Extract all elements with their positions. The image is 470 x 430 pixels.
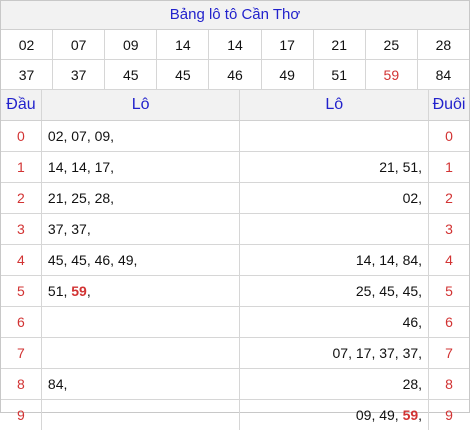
lo-left-cell: 02, 07, 09, xyxy=(41,121,240,152)
lo-left-cell: 45, 45, 46, 49, xyxy=(41,245,240,276)
number-cell: 37 xyxy=(53,60,105,90)
number-cell: 45 xyxy=(157,60,209,90)
lo-left-cell: 37, 37, xyxy=(41,214,240,245)
duoi-cell: 9 xyxy=(429,400,469,430)
number-cell: 25 xyxy=(365,30,417,60)
loto-header-row: Đầu Lô Lô Đuôi xyxy=(1,90,469,121)
lo-right-cell: 02, xyxy=(240,183,429,214)
dau-cell: 1 xyxy=(1,152,41,183)
lo-right-cell: 25, 45, 45, xyxy=(240,276,429,307)
lo-right-cell xyxy=(240,121,429,152)
number-cell: 28 xyxy=(417,30,469,60)
highlight-number: 59 xyxy=(403,407,419,423)
duoi-cell: 7 xyxy=(429,338,469,369)
header-lo-right: Lô xyxy=(240,90,429,121)
highlight-number: 59 xyxy=(71,283,87,299)
lo-left-cell: 21, 25, 28, xyxy=(41,183,240,214)
duoi-cell: 6 xyxy=(429,307,469,338)
number-cell: 45 xyxy=(105,60,157,90)
lo-left-cell: 51, 59, xyxy=(41,276,240,307)
dau-cell: 0 xyxy=(1,121,41,152)
lo-right-cell: 09, 49, 59, xyxy=(240,400,429,430)
header-lo-left: Lô xyxy=(41,90,240,121)
dau-cell: 3 xyxy=(1,214,41,245)
page-title: Bảng lô tô Cần Thơ xyxy=(1,1,469,30)
number-cell: 21 xyxy=(313,30,365,60)
number-cell: 17 xyxy=(261,30,313,60)
lo-left-cell: 84, xyxy=(41,369,240,400)
dau-cell: 9 xyxy=(1,400,41,430)
number-cell: 14 xyxy=(157,30,209,60)
dau-cell: 4 xyxy=(1,245,41,276)
duoi-cell: 1 xyxy=(429,152,469,183)
dau-cell: 2 xyxy=(1,183,41,214)
dau-cell: 5 xyxy=(1,276,41,307)
lo-left-cell xyxy=(41,400,240,430)
lo-left-cell xyxy=(41,338,240,369)
duoi-cell: 8 xyxy=(429,369,469,400)
duoi-cell: 5 xyxy=(429,276,469,307)
dau-cell: 6 xyxy=(1,307,41,338)
number-cell: 51 xyxy=(313,60,365,90)
lo-right-cell: 07, 17, 37, 37, xyxy=(240,338,429,369)
number-cell: 07 xyxy=(53,30,105,60)
number-cell: 59 xyxy=(365,60,417,90)
header-duoi: Đuôi xyxy=(429,90,469,121)
number-cell: 46 xyxy=(209,60,261,90)
lo-right-cell: 46, xyxy=(240,307,429,338)
duoi-cell: 0 xyxy=(429,121,469,152)
header-dau: Đầu xyxy=(1,90,41,121)
number-cell: 84 xyxy=(417,60,469,90)
number-cell: 49 xyxy=(261,60,313,90)
number-cell: 37 xyxy=(1,60,53,90)
number-cell: 02 xyxy=(1,30,53,60)
lo-right-cell xyxy=(240,214,429,245)
lo-right-cell: 14, 14, 84, xyxy=(240,245,429,276)
number-cell: 14 xyxy=(209,30,261,60)
duoi-cell: 2 xyxy=(429,183,469,214)
lo-left-cell: 14, 14, 17, xyxy=(41,152,240,183)
dau-cell: 8 xyxy=(1,369,41,400)
lo-left-cell xyxy=(41,307,240,338)
lo-right-cell: 21, 51, xyxy=(240,152,429,183)
lo-right-cell: 28, xyxy=(240,369,429,400)
number-cell: 09 xyxy=(105,30,157,60)
duoi-cell: 3 xyxy=(429,214,469,245)
duoi-cell: 4 xyxy=(429,245,469,276)
dau-cell: 7 xyxy=(1,338,41,369)
